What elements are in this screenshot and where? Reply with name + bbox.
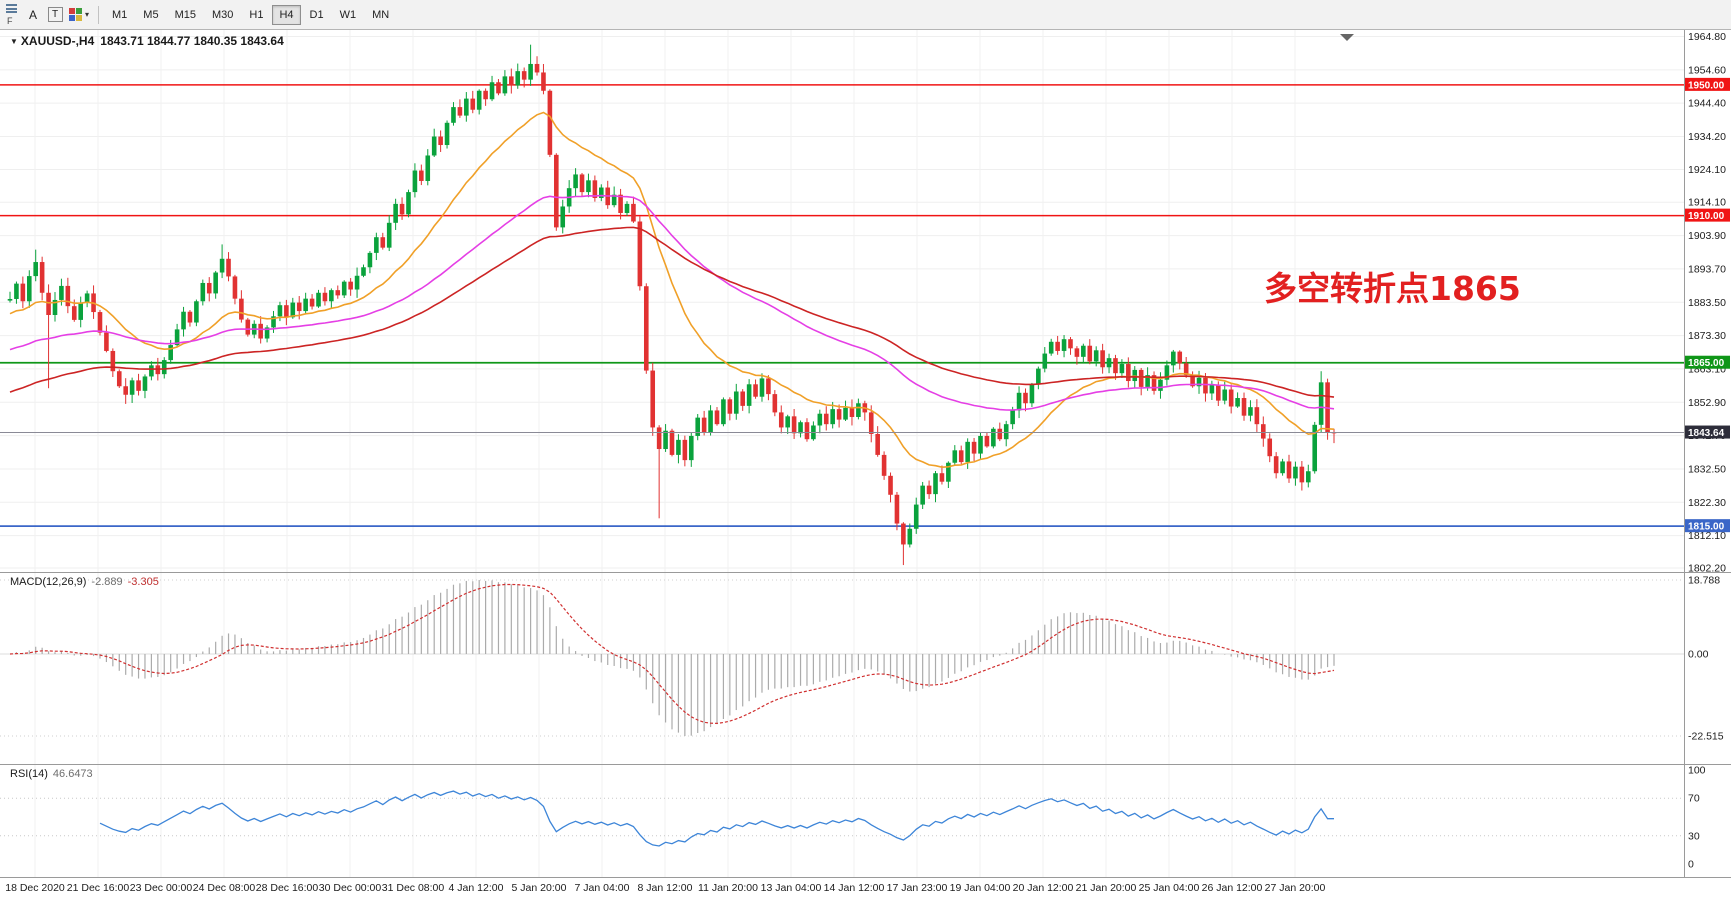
macd-header: MACD(12,26,9) -2.889 -3.305 [10, 576, 159, 588]
time-axis-label: 27 Jan 20:00 [1264, 882, 1326, 894]
time-axis-label: 17 Jan 23:00 [886, 882, 948, 894]
dropdown-caret-icon: ▾ [85, 10, 90, 19]
time-axis-label: 19 Jan 04:00 [949, 882, 1011, 894]
svg-text:30: 30 [1688, 830, 1700, 842]
macd-main-value: -2.889 [91, 576, 123, 588]
time-axis-label: 21 Jan 20:00 [1075, 882, 1137, 894]
svg-text:1822.30: 1822.30 [1688, 497, 1726, 509]
time-axis-label: 26 Jan 12:00 [1201, 882, 1263, 894]
time-axis-label: 5 Jan 20:00 [511, 882, 567, 894]
palette-tool-button[interactable]: ▾ [66, 4, 92, 26]
svg-text:1954.60: 1954.60 [1688, 64, 1726, 76]
time-axis-label: 13 Jan 04:00 [760, 882, 822, 894]
time-axis-label: 14 Jan 12:00 [823, 882, 885, 894]
svg-text:1950.00: 1950.00 [1688, 80, 1725, 91]
svg-text:-22.515: -22.515 [1688, 731, 1724, 743]
macd-panel[interactable]: 18.788 0.00 -22.515 [0, 572, 1731, 764]
tf-button-d1[interactable]: D1 [303, 5, 331, 25]
tf-button-w1[interactable]: W1 [333, 5, 364, 25]
rsi-header: RSI(14) 46.6473 [10, 768, 93, 780]
rsi-name: RSI(14) [10, 768, 48, 780]
svg-text:1815.00: 1815.00 [1688, 522, 1725, 533]
time-axis-label: 18 Dec 2020 [5, 882, 65, 894]
time-axis-label: 25 Jan 04:00 [1138, 882, 1200, 894]
time-axis-label: 11 Jan 20:00 [698, 882, 758, 894]
rsi-panel[interactable]: 100 70 30 0 [0, 764, 1731, 877]
macd-name: MACD(12,26,9) [10, 576, 87, 588]
tf-button-m30[interactable]: M30 [205, 5, 240, 25]
symbol-label: XAUUSD-,H4 [20, 34, 95, 48]
tf-button-h4[interactable]: H4 [272, 4, 301, 25]
svg-text:1903.90: 1903.90 [1688, 230, 1726, 242]
tf-button-m1[interactable]: M1 [105, 5, 134, 25]
toolbar-separator [98, 5, 100, 24]
time-axis-label: 24 Dec 08:00 [192, 882, 256, 894]
svg-text:0.00: 0.00 [1688, 649, 1709, 661]
time-axis-label: 4 Jan 12:00 [448, 882, 504, 894]
time-axis-label: 23 Dec 00:00 [129, 882, 193, 894]
time-axis-label: 21 Dec 16:00 [66, 882, 130, 894]
chart-ohlc-readout: ▼ XAUUSD-,H4 1843.71 1844.77 1840.35 1843.… [10, 34, 284, 48]
toolbar-f-label[interactable]: F [7, 15, 13, 26]
toolbar-left-stack: F [2, 0, 22, 30]
time-axis[interactable]: 18 Dec 2020 21 Dec 16:00 23 Dec 00:00 24 De… [0, 877, 1731, 897]
svg-text:1964.80: 1964.80 [1688, 31, 1726, 43]
time-axis-label: 31 Dec 08:00 [381, 882, 445, 894]
tf-button-m15[interactable]: M15 [168, 5, 203, 25]
svg-text:1852.90: 1852.90 [1688, 397, 1726, 409]
svg-text:100: 100 [1688, 765, 1706, 777]
svg-text:70: 70 [1688, 793, 1700, 805]
rsi-value: 46.6473 [52, 768, 93, 780]
svg-text:1812.10: 1812.10 [1688, 530, 1726, 542]
time-axis-label: 8 Jan 12:00 [637, 882, 693, 894]
time-axis-label: 28 Dec 16:00 [255, 882, 319, 894]
svg-text:1910.00: 1910.00 [1688, 211, 1725, 222]
annotation-text[interactable]: 多空转折点1865 [1264, 269, 1521, 308]
menu-icon[interactable] [6, 3, 17, 13]
time-axis-label: 20 Jan 12:00 [1012, 882, 1074, 894]
tf-button-m5[interactable]: M5 [136, 5, 165, 25]
svg-text:0: 0 [1688, 859, 1694, 871]
svg-text:1843.64: 1843.64 [1688, 428, 1725, 439]
svg-text:1873.30: 1873.30 [1688, 330, 1726, 342]
svg-text:1802.20: 1802.20 [1688, 563, 1726, 573]
tf-button-h1[interactable]: H1 [242, 5, 270, 25]
main-price-chart[interactable]: 1964.80 1954.60 1944.40 1934.20 1924.10 1914.… [0, 30, 1731, 572]
svg-text:1893.70: 1893.70 [1688, 263, 1726, 275]
time-axis-label: 7 Jan 04:00 [574, 882, 630, 894]
text-tool-label: T [47, 7, 63, 22]
svg-text:1914.10: 1914.10 [1688, 197, 1726, 209]
symbol-dropdown-icon: ▼ [10, 37, 18, 46]
text-tool-button[interactable]: T [44, 4, 66, 26]
macd-signal-value: -3.305 [127, 576, 159, 588]
arrow-tool-button[interactable]: A [22, 4, 44, 26]
svg-text:1944.40: 1944.40 [1688, 98, 1726, 110]
chart-area: 1964.80 1954.60 1944.40 1934.20 1924.10 1914.… [0, 30, 1731, 897]
svg-text:18.788: 18.788 [1688, 575, 1720, 587]
svg-text:1934.20: 1934.20 [1688, 131, 1726, 143]
toolbar: F A T ▾ M1 M5 M15 M30 H1 H4 D1 W1 MN [0, 0, 1731, 30]
time-axis-label: 30 Dec 00:00 [318, 882, 382, 894]
ohlc-values: 1843.71 1844.77 1840.35 1843.64 [100, 34, 284, 48]
svg-text:1924.10: 1924.10 [1688, 164, 1726, 176]
svg-text:1883.50: 1883.50 [1688, 297, 1726, 309]
tf-button-mn[interactable]: MN [365, 5, 396, 25]
palette-icon [69, 8, 82, 21]
timeframe-bar: M1 M5 M15 M30 H1 H4 D1 W1 MN [105, 4, 396, 25]
svg-text:1832.50: 1832.50 [1688, 463, 1726, 475]
svg-text:1865.00: 1865.00 [1688, 358, 1725, 369]
